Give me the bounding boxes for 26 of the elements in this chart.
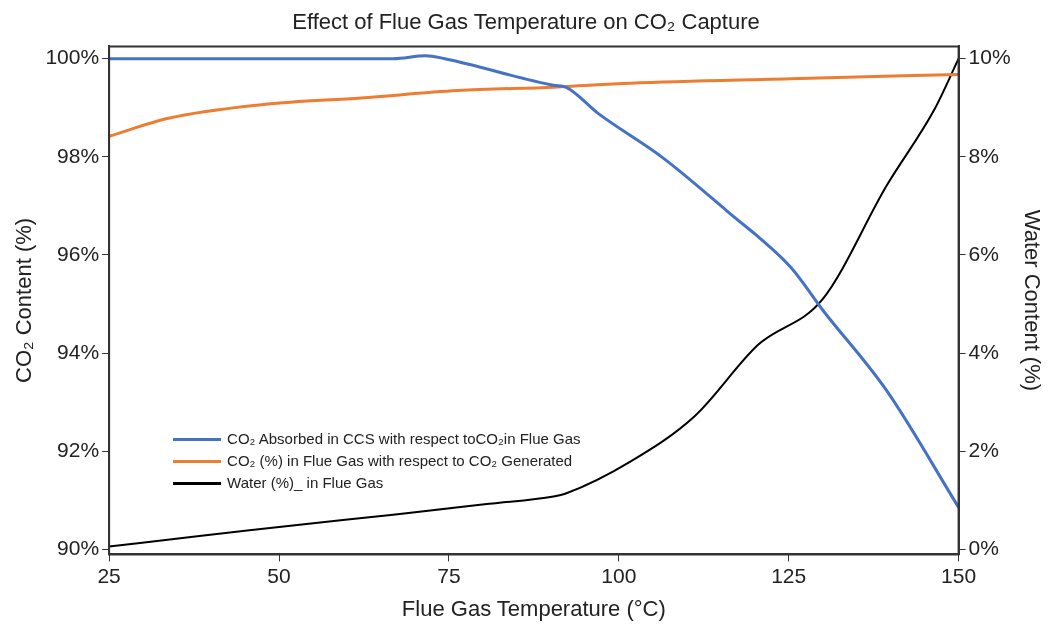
legend-label: CO₂ (%) in Flue Gas with respect to CO₂ Generated: [227, 451, 573, 472]
y-tick-label: 94%: [57, 339, 100, 363]
y-axis-title: CO₂ Content (%): [11, 217, 37, 383]
y2-tick-label: 6%: [968, 241, 999, 265]
x-axis-title: Flue Gas Temperature (°C): [401, 595, 666, 621]
chart-title: Effect of Flue Gas Temperature on CO₂ Capture: [292, 9, 760, 35]
y2-tick-label: 10%: [968, 45, 1011, 69]
y-tick-label: 98%: [57, 143, 100, 167]
legend-label: CO₂ Absorbed in CCS with respect toCO₂in Flue Gas: [227, 429, 581, 450]
y-tick-label: 90%: [57, 536, 100, 560]
x-tick-label: 50: [267, 563, 291, 587]
y2-axis-title: Water Content (%): [1019, 209, 1045, 392]
line-series: [109, 72, 959, 138]
x-tick-label: 100: [601, 563, 637, 587]
x-tick-label: 75: [437, 563, 461, 587]
y-tick-label: 92%: [57, 438, 100, 462]
y2-tick-label: 8%: [968, 143, 999, 167]
x-tick-label: 150: [941, 563, 977, 587]
legend-label: Water (%)_ in Flue Gas: [227, 473, 384, 494]
x-tick-label: 25: [97, 563, 121, 587]
y-tick-label: 100%: [45, 45, 100, 69]
x-tick-label: 125: [771, 563, 807, 587]
y-tick-label: 96%: [57, 241, 100, 265]
y2-tick-label: 4%: [968, 339, 999, 363]
y2-tick-label: 2%: [968, 438, 999, 462]
y2-tick-label: 0%: [968, 536, 999, 560]
